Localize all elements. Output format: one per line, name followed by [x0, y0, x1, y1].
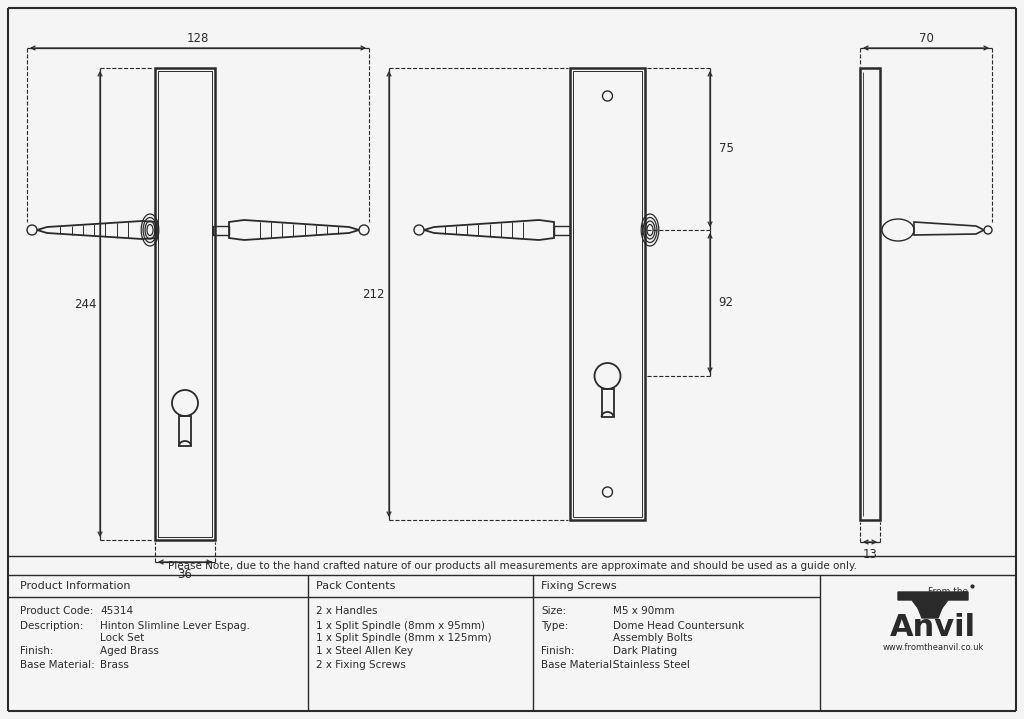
Text: From the: From the: [928, 587, 968, 597]
Text: Finish:: Finish:: [541, 646, 574, 656]
Text: 2 x Fixing Screws: 2 x Fixing Screws: [316, 660, 406, 670]
Text: Description:: Description:: [20, 621, 83, 631]
Bar: [155, 68, 215, 540]
Text: Fixing Screws: Fixing Screws: [541, 581, 616, 591]
Polygon shape: [898, 592, 968, 608]
Text: 70: 70: [919, 32, 934, 45]
Text: Type:: Type:: [541, 621, 568, 631]
Text: 212: 212: [361, 288, 384, 301]
Text: Finish:: Finish:: [20, 646, 53, 656]
Text: M5 x 90mm: M5 x 90mm: [613, 606, 675, 616]
Text: 1 x Split Spindle (8mm x 125mm): 1 x Split Spindle (8mm x 125mm): [316, 633, 492, 643]
Bar: [213, 226, 229, 234]
Text: Product Code:: Product Code:: [20, 606, 93, 616]
Text: 1 x Steel Allen Key: 1 x Steel Allen Key: [316, 646, 413, 656]
Polygon shape: [918, 608, 942, 618]
Bar: [601, 389, 613, 417]
Text: Dome Head Countersunk: Dome Head Countersunk: [613, 621, 744, 631]
Text: Base Material:: Base Material:: [541, 660, 615, 670]
Text: Dark Plating: Dark Plating: [613, 646, 677, 656]
Text: Pack Contents: Pack Contents: [316, 581, 395, 591]
Text: 75: 75: [719, 142, 733, 155]
Bar: [158, 71, 212, 537]
Text: Assembly Bolts: Assembly Bolts: [613, 633, 693, 643]
Text: Size:: Size:: [541, 606, 566, 616]
Text: 13: 13: [862, 547, 878, 561]
Text: Aged Brass: Aged Brass: [100, 646, 159, 656]
Text: Lock Set: Lock Set: [100, 633, 144, 643]
Bar: [554, 226, 570, 234]
Text: Hinton Slimline Lever Espag.: Hinton Slimline Lever Espag.: [100, 621, 250, 631]
Bar: [179, 416, 191, 446]
Text: 2 x Handles: 2 x Handles: [316, 606, 378, 616]
Text: Brass: Brass: [100, 660, 129, 670]
Bar: [573, 71, 642, 517]
Text: Base Material:: Base Material:: [20, 660, 95, 670]
Text: www.fromtheanvil.co.uk: www.fromtheanvil.co.uk: [883, 644, 984, 653]
Text: Product Information: Product Information: [20, 581, 130, 591]
Text: 244: 244: [74, 298, 96, 311]
Text: 128: 128: [186, 32, 209, 45]
Text: Stainless Steel: Stainless Steel: [613, 660, 690, 670]
Text: 92: 92: [719, 296, 733, 309]
Text: Please Note, due to the hand crafted nature of our products all measurements are: Please Note, due to the hand crafted nat…: [168, 561, 856, 571]
Text: 36: 36: [177, 567, 193, 580]
Text: 1 x Split Spindle (8mm x 95mm): 1 x Split Spindle (8mm x 95mm): [316, 621, 485, 631]
Bar: [570, 68, 645, 520]
Text: 45314: 45314: [100, 606, 133, 616]
Text: Anvil: Anvil: [890, 613, 976, 643]
Bar: [860, 68, 880, 520]
